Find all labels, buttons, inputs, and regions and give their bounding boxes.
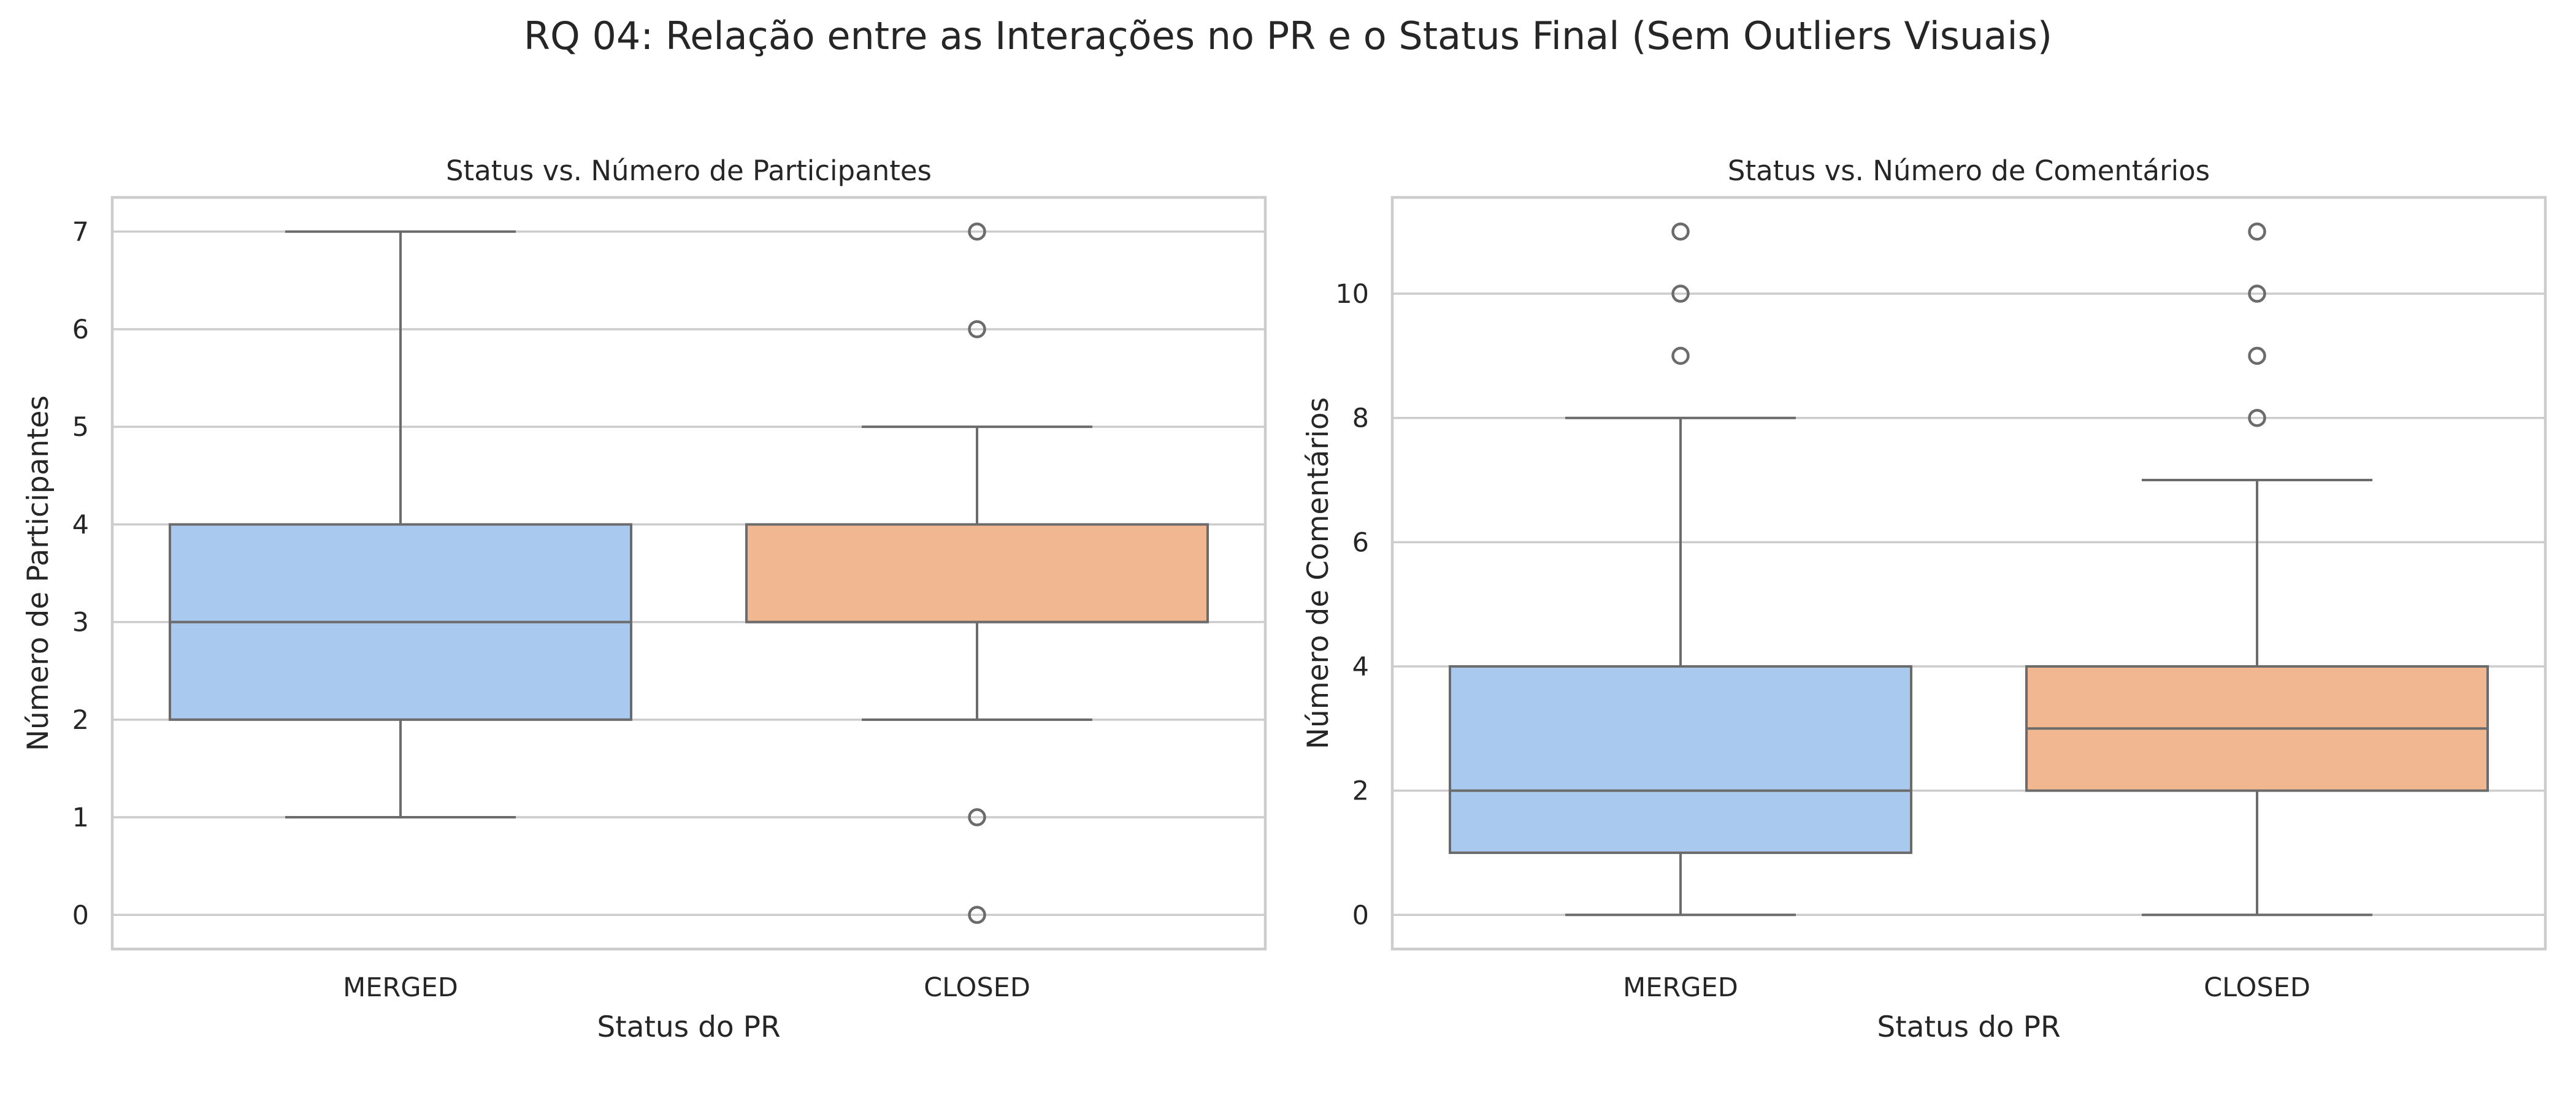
y-axis-label: Número de Comentários [1301, 397, 1335, 749]
x-axis-label: Status do PR [597, 1010, 780, 1044]
y-tick-label: 1 [72, 803, 89, 833]
box-closed [745, 222, 1209, 925]
x-tick-label: MERGED [1623, 972, 1738, 1003]
outlier-point [2248, 408, 2266, 427]
axes-frame [1390, 196, 2547, 951]
outlier-point [1671, 284, 1690, 303]
x-tick-label: CLOSED [2204, 972, 2310, 1003]
y-tick-label: 2 [72, 705, 89, 736]
box-closed [2025, 222, 2489, 917]
subplot-1: 0 1 2 3 4 5 6 7 MERGED CLOSED Status vs. Número de… [21, 154, 1267, 1044]
figure-suptitle: RQ 04: Relação entre as Interações no PR… [523, 13, 2053, 58]
outlier-point [1671, 222, 1690, 241]
outlier-point [968, 808, 986, 826]
x-tick-label: MERGED [343, 972, 458, 1003]
y-tick-label: 0 [72, 900, 89, 931]
y-tick-label: 3 [72, 608, 89, 638]
outlier-point [968, 222, 986, 241]
box-merged [1449, 222, 1912, 917]
y-tick-label: 4 [72, 509, 89, 540]
y-tick-label: 4 [1352, 652, 1369, 682]
y-tick-label: 8 [1352, 403, 1369, 434]
y-tick-label: 10 [1335, 279, 1369, 310]
outlier-point [968, 320, 986, 338]
subplot-title: Status vs. Número de Comentários [1728, 154, 2210, 187]
box-iqr [1449, 665, 1912, 854]
outlier-point [2248, 222, 2266, 241]
y-tick-label: 5 [72, 412, 89, 443]
y-tick-label: 7 [72, 217, 89, 248]
y-tick-label: 6 [1352, 527, 1369, 558]
outlier-point [1671, 346, 1690, 365]
subplot-2: 0 2 4 6 8 10 MERGED CLOSED Status vs. Número de … [1301, 154, 2547, 1044]
box-iqr [745, 523, 1209, 624]
x-axis-label: Status do PR [1877, 1010, 2060, 1044]
y-axis-label: Número de Participantes [21, 395, 55, 751]
y-tick-label: 0 [1352, 900, 1369, 931]
subplot-title: Status vs. Número de Participantes [446, 154, 932, 187]
outlier-point [2248, 284, 2266, 303]
axes-frame [110, 196, 1267, 951]
y-tick-label: 2 [1352, 776, 1369, 807]
box-merged [169, 230, 632, 819]
x-tick-label: CLOSED [924, 972, 1030, 1003]
outlier-point [2248, 346, 2266, 365]
outlier-point [968, 906, 986, 925]
y-tick-label: 6 [72, 315, 89, 345]
